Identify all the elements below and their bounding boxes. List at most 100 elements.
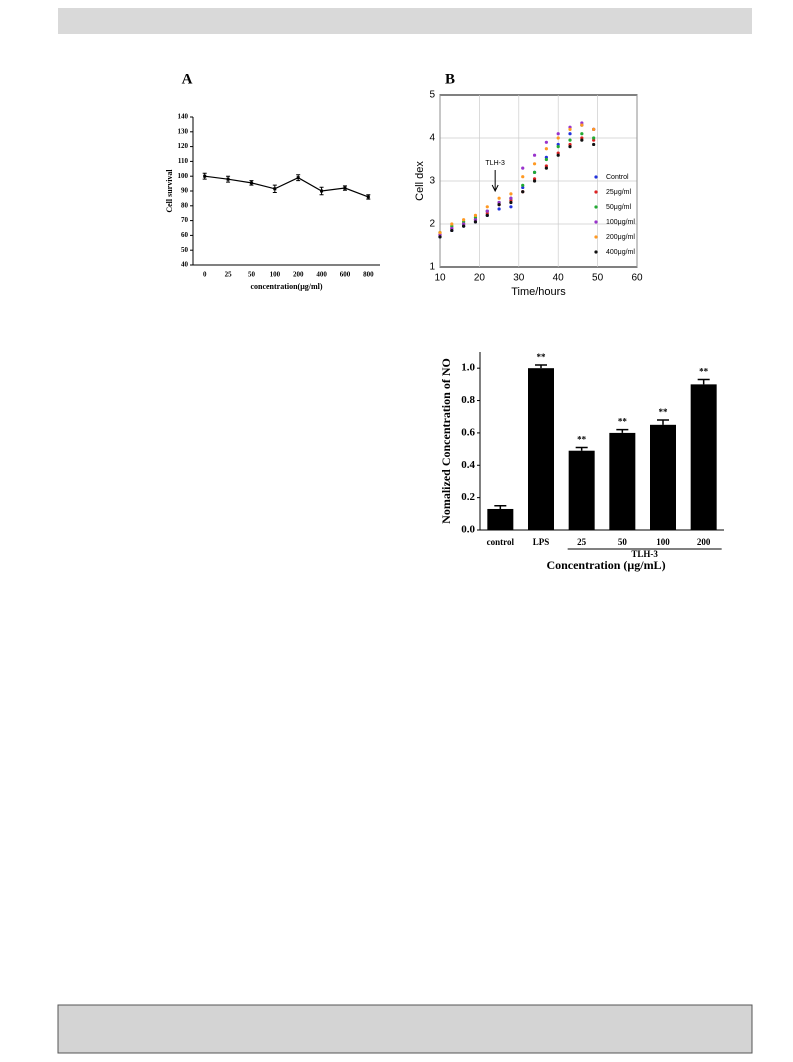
x-tick-label: control	[487, 537, 515, 547]
x-tick-label: 20	[474, 273, 486, 284]
y-tick-label: 2	[429, 219, 435, 230]
legend-marker	[594, 220, 598, 224]
point	[568, 132, 572, 136]
bar	[528, 368, 554, 530]
point	[249, 181, 253, 185]
y-tick-label: 4	[429, 133, 435, 144]
x-tick-label: 0	[203, 271, 207, 279]
point	[556, 145, 560, 149]
legend-marker	[594, 205, 598, 209]
y-tick-label: 0.2	[461, 491, 475, 503]
legend-marker	[594, 235, 598, 239]
point	[544, 147, 548, 151]
point	[450, 222, 454, 226]
y-tick-label: 0.0	[461, 524, 475, 536]
point	[450, 228, 454, 233]
point	[580, 123, 584, 127]
y-tick-label: 5	[429, 90, 435, 101]
y-tick-label: 0.8	[461, 394, 475, 406]
bar	[609, 432, 636, 530]
footer-box	[57, 1004, 753, 1054]
point	[462, 218, 466, 222]
x-tick-label: 40	[553, 273, 565, 284]
point	[509, 200, 513, 205]
y-axis-label: Cell dex	[414, 161, 426, 201]
point	[497, 203, 501, 207]
header-bar	[58, 8, 752, 34]
legend-label: 25μg/ml	[606, 189, 631, 196]
group-label: TLH-3	[631, 549, 658, 559]
legend-marker	[594, 250, 598, 254]
y-tick-label: 120	[178, 142, 189, 150]
point	[296, 176, 300, 180]
point	[532, 170, 537, 174]
error-bar	[616, 428, 629, 433]
x-tick-label: 400	[316, 271, 327, 279]
point	[592, 136, 596, 140]
x-axis-label: Time/hours	[511, 286, 566, 298]
data-line	[204, 175, 369, 198]
error-bar	[494, 504, 507, 509]
x-tick-label: 800	[363, 271, 374, 279]
bar	[568, 450, 595, 530]
legend-label: Control	[606, 174, 629, 181]
y-tick-label: 50	[181, 246, 189, 254]
y-tick-label: 40	[181, 261, 189, 269]
legend-label: 200μg/ml	[606, 234, 635, 241]
bar	[650, 424, 676, 530]
point	[568, 138, 572, 142]
point	[556, 132, 560, 136]
point	[556, 153, 560, 157]
y-tick-label: 60	[181, 231, 189, 239]
panel-label: A	[182, 71, 193, 87]
point	[226, 177, 230, 181]
error-bar	[575, 446, 588, 451]
point	[521, 190, 525, 194]
x-tick-label: 50	[592, 273, 604, 284]
point	[580, 138, 584, 142]
point	[544, 166, 548, 170]
point	[556, 136, 560, 140]
y-tick-label: 130	[178, 127, 189, 135]
point	[485, 213, 489, 217]
point	[580, 132, 584, 136]
x-axis-label: concentration(μg/ml)	[250, 282, 322, 291]
x-axis-label: Concentration (μg/mL)	[546, 558, 665, 572]
point	[532, 179, 537, 183]
point	[203, 174, 207, 178]
x-tick-label: 50	[248, 271, 256, 279]
point	[532, 162, 537, 166]
point	[544, 157, 548, 162]
y-tick-label: 80	[181, 201, 189, 209]
y-tick-label: 110	[178, 157, 189, 165]
x-tick-label: 25	[577, 537, 587, 547]
point	[521, 175, 525, 179]
x-tick-label: 100	[270, 271, 281, 279]
error-bar	[657, 419, 669, 425]
point	[532, 153, 537, 157]
point	[462, 224, 466, 228]
y-tick-label: 1.0	[461, 362, 475, 374]
x-tick-label: 25	[225, 271, 233, 279]
point	[438, 231, 442, 235]
y-tick-label: 3	[429, 176, 435, 187]
point	[592, 127, 596, 131]
significance: **	[537, 352, 547, 362]
bar	[690, 384, 717, 530]
point	[497, 207, 501, 211]
y-tick-label: 140	[178, 113, 189, 121]
point	[473, 220, 478, 224]
significance: **	[699, 367, 709, 377]
bar	[487, 508, 514, 530]
y-tick-label: 90	[181, 187, 189, 195]
y-tick-label: 70	[181, 216, 189, 224]
point	[485, 209, 489, 213]
panel-label: B	[445, 71, 455, 87]
point	[473, 213, 478, 217]
error-bar	[697, 378, 710, 385]
point	[509, 196, 513, 200]
error-bar	[535, 364, 547, 369]
legend-label: 100μg/ml	[606, 219, 635, 226]
point	[568, 127, 572, 131]
